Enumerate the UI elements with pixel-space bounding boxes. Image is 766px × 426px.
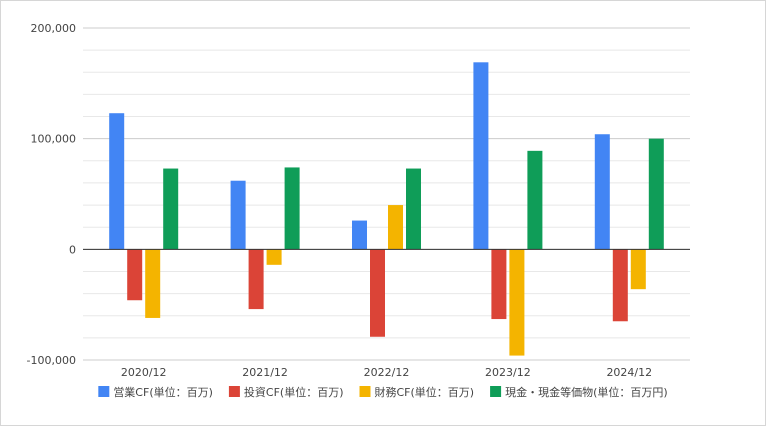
y-tick-label: 0 (69, 243, 76, 256)
gridlines (83, 27, 690, 361)
legend-label: 財務CF(単位：百万) (375, 385, 475, 399)
bar-2020-12-series-4 (163, 168, 179, 250)
legend-label: 投資CF(単位：百万) (244, 385, 344, 399)
x-tick-label: 2022/12 (364, 366, 410, 379)
bar-2024-12-series-4 (648, 138, 664, 250)
bar-2020-12-series-2 (127, 249, 143, 301)
legend-item-2[interactable]: 投資CF(単位：百万) (228, 385, 344, 399)
bar-2020-12-series-3 (145, 249, 161, 318)
legend-item-3[interactable]: 財務CF(単位：百万) (359, 385, 475, 399)
x-tick-label: 2020/12 (121, 366, 167, 379)
x-tick-label: 2021/12 (242, 366, 288, 379)
legend-swatch (490, 386, 502, 397)
bar-2024-12-series-3 (630, 249, 646, 290)
bars (109, 62, 664, 356)
x-axis: 2020/12 2021/12 2022/12 2023/12 2024/12 (121, 366, 652, 379)
bar-2022-12-series-1 (352, 220, 367, 250)
bar-2022-12-series-3 (388, 205, 403, 250)
bar-2023-12-series-4 (527, 150, 543, 250)
bar-2021-12-series-1 (230, 180, 246, 250)
bar-2024-12-series-2 (612, 249, 628, 322)
x-tick-label: 2024/12 (606, 366, 652, 379)
legend-label: 営業CF(単位：百万) (113, 385, 213, 399)
bar-2021-12-series-2 (248, 249, 264, 310)
bar-2023-12-series-3 (509, 249, 525, 356)
y-tick-label: 200,000 (31, 22, 77, 35)
bar-2022-12-series-4 (406, 168, 421, 250)
x-tick-label: 2023/12 (485, 366, 531, 379)
legend-label: 現金・現金等価物(単位：百万円) (505, 385, 668, 399)
legend: 営業CF(単位：百万) 投資CF(単位：百万) 財務CF(単位：百万) 現金・現金等価… (98, 385, 668, 399)
legend-swatch (98, 386, 110, 397)
legend-swatch (359, 386, 371, 397)
bar-2021-12-series-4 (284, 167, 300, 250)
bar-2024-12-series-1 (594, 134, 610, 250)
y-axis: 200,000 100,000 0 -100,000 (27, 22, 76, 367)
y-tick-label: 100,000 (31, 133, 77, 146)
y-tick-label: -100,000 (27, 354, 76, 367)
legend-swatch (228, 386, 240, 397)
bar-2023-12-series-2 (491, 249, 507, 320)
bar-2023-12-series-1 (473, 62, 489, 250)
bar-2021-12-series-3 (266, 249, 282, 265)
legend-item-1[interactable]: 営業CF(単位：百万) (98, 385, 213, 399)
bar-2022-12-series-2 (370, 249, 385, 337)
bar-2020-12-series-1 (109, 113, 125, 250)
legend-item-4[interactable]: 現金・現金等価物(単位：百万円) (490, 385, 668, 399)
